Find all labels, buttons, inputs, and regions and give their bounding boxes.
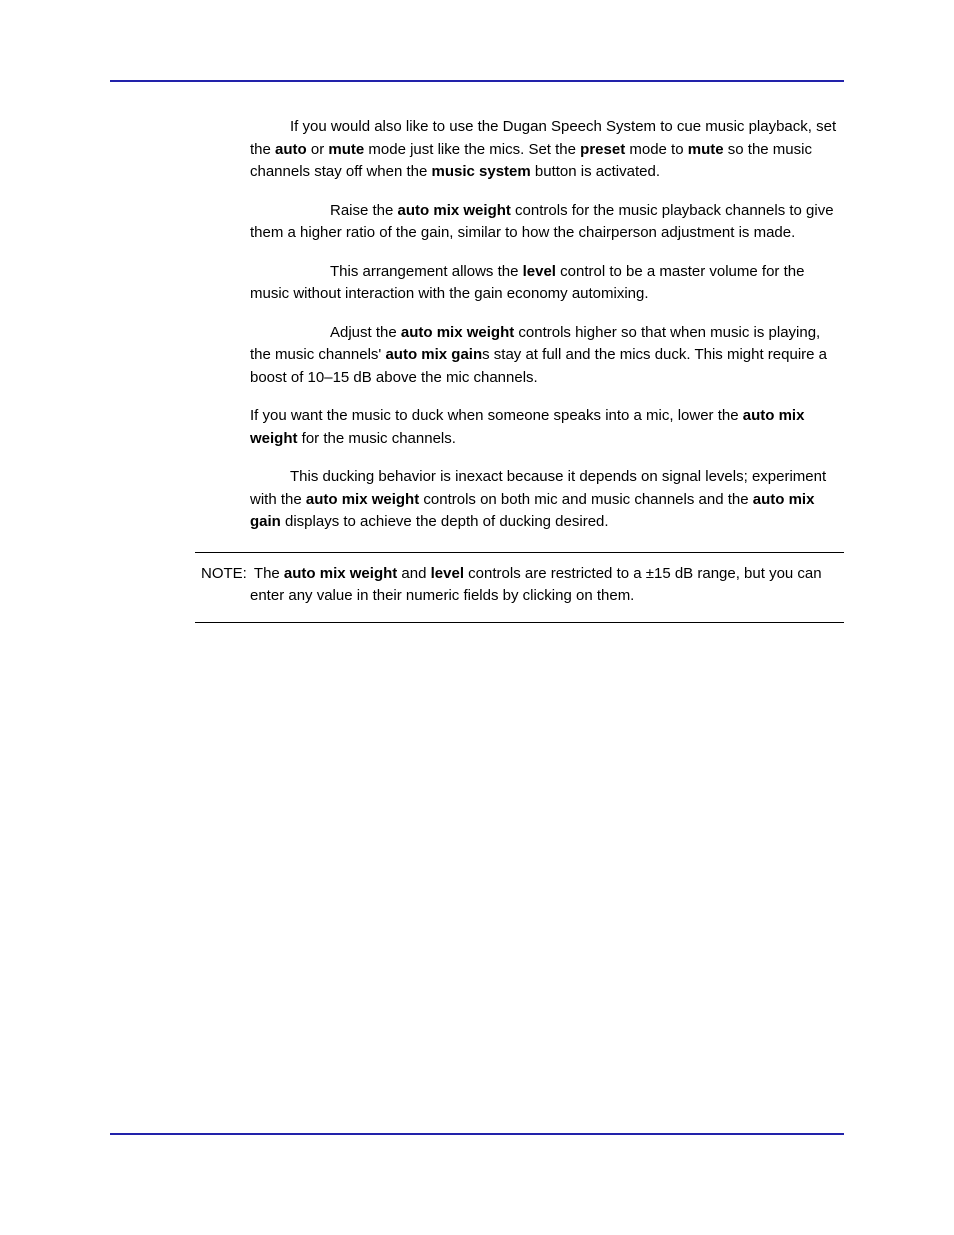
text: This arrangement allows the bbox=[330, 263, 523, 280]
text: or bbox=[307, 141, 329, 158]
text: button is activated. bbox=[531, 163, 660, 180]
text: If you want the music to duck when someo… bbox=[250, 407, 743, 424]
paragraph-2: Raise the auto mix weight controls for t… bbox=[250, 200, 844, 245]
note-paragraph: NOTE: The auto mix weight and level cont… bbox=[250, 563, 844, 608]
term-auto-mix-weight-2: auto mix weight bbox=[401, 324, 514, 341]
text: mode to bbox=[625, 141, 688, 158]
term-level-2: level bbox=[431, 565, 464, 582]
text: Adjust the bbox=[330, 324, 401, 341]
term-mute-2: mute bbox=[688, 141, 724, 158]
paragraph-1: If you would also like to use the Dugan … bbox=[250, 116, 844, 184]
text: displays to achieve the depth of ducking… bbox=[281, 513, 609, 530]
note-label: NOTE: bbox=[201, 563, 250, 586]
term-auto: auto bbox=[275, 141, 307, 158]
note-block: NOTE: The auto mix weight and level cont… bbox=[195, 552, 844, 623]
term-auto-mix-weight-4: auto mix weight bbox=[306, 491, 419, 508]
text: The bbox=[254, 565, 284, 582]
header-rule bbox=[110, 80, 844, 82]
term-auto-mix-weight: auto mix weight bbox=[398, 202, 511, 219]
term-mute: mute bbox=[328, 141, 364, 158]
paragraph-6: This ducking behavior is inexact because… bbox=[250, 466, 844, 534]
term-level: level bbox=[523, 263, 556, 280]
text: mode just like the mics. Set the bbox=[364, 141, 580, 158]
paragraph-5: If you want the music to duck when someo… bbox=[250, 405, 844, 450]
text: Raise the bbox=[330, 202, 398, 219]
term-preset: preset bbox=[580, 141, 625, 158]
term-auto-mix-gain: auto mix gain bbox=[385, 346, 482, 363]
term-music-system: music system bbox=[432, 163, 531, 180]
paragraph-4: Adjust the auto mix weight controls high… bbox=[250, 322, 844, 390]
page: If you would also like to use the Dugan … bbox=[0, 0, 954, 1235]
body-text: If you would also like to use the Dugan … bbox=[250, 116, 844, 623]
paragraph-3: This arrangement allows the level contro… bbox=[250, 261, 844, 306]
term-auto-mix-weight-5: auto mix weight bbox=[284, 565, 397, 582]
text: controls on both mic and music channels … bbox=[419, 491, 753, 508]
text: for the music channels. bbox=[298, 430, 456, 447]
text: and bbox=[397, 565, 430, 582]
footer-rule bbox=[110, 1133, 844, 1135]
